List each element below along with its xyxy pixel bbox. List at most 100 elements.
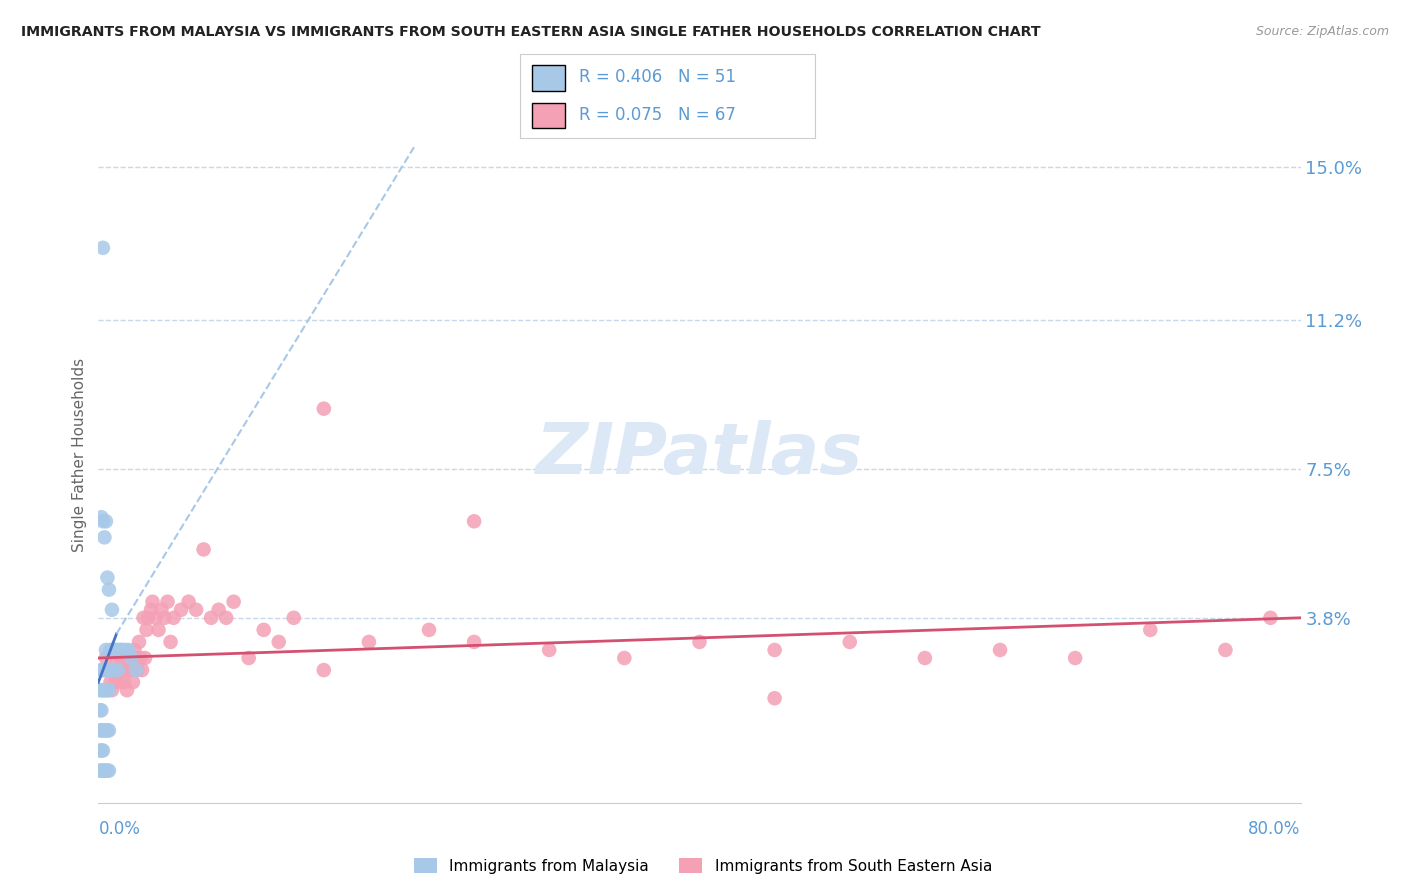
Point [122,675,145,690]
Point [162,611,184,625]
Point [463,514,485,528]
Point [114,643,136,657]
Point [215,611,238,625]
Point [104,643,127,657]
Point [93,683,115,698]
Point [107,663,129,677]
Point [89,764,111,778]
Point [103,663,125,677]
Point [93,723,115,738]
Text: ZIPatlas: ZIPatlas [536,420,863,490]
Point [94,651,117,665]
Point [91,241,114,255]
Point [94,723,117,738]
Point [763,691,786,706]
Point [93,663,115,677]
Point [121,663,143,677]
Point [312,401,335,416]
Legend: Immigrants from Malaysia, Immigrants from South Eastern Asia: Immigrants from Malaysia, Immigrants fro… [408,852,998,880]
Point [101,603,124,617]
Point [89,723,111,738]
Point [94,514,117,528]
Point [132,611,155,625]
Point [103,663,125,677]
Point [90,510,112,524]
Point [108,643,131,657]
Point [135,623,157,637]
Point [283,611,305,625]
Point [103,643,125,657]
Point [136,611,159,625]
Point [100,663,122,677]
Point [184,603,207,617]
Text: R = 0.406   N = 51: R = 0.406 N = 51 [579,69,737,87]
Point [128,635,150,649]
Point [91,723,114,738]
Point [105,651,128,665]
Point [97,582,120,597]
Point [90,764,112,778]
Point [125,651,148,665]
Point [153,611,176,625]
Point [97,723,120,738]
Point [145,611,167,625]
Point [100,675,122,690]
Point [96,683,118,698]
Point [101,643,124,657]
Point [127,663,149,677]
Point [222,595,245,609]
Point [117,663,139,677]
Point [253,623,276,637]
FancyBboxPatch shape [531,103,565,128]
Point [108,675,131,690]
Point [97,764,120,778]
Point [418,623,440,637]
Point [177,595,200,609]
Point [538,643,561,657]
Point [91,514,114,528]
Point [111,643,134,657]
Point [111,663,134,677]
Point [94,643,117,657]
Point [118,651,141,665]
Point [125,663,148,677]
Point [463,635,485,649]
Point [89,703,111,717]
Point [90,743,112,757]
Point [131,663,153,677]
Y-axis label: Single Father Households: Single Father Households [72,358,87,552]
Point [96,764,118,778]
Point [115,683,138,698]
Point [90,683,112,698]
Point [134,651,156,665]
Point [97,663,120,677]
Point [93,764,115,778]
Point [838,635,860,649]
Point [90,723,112,738]
Point [150,603,173,617]
Point [96,723,118,738]
Point [114,651,136,665]
Point [148,623,170,637]
Point [100,643,122,657]
Point [1064,651,1087,665]
Point [208,603,231,617]
Point [1260,611,1282,625]
Point [312,663,335,677]
Point [101,663,124,677]
Point [238,651,260,665]
Point [267,635,290,649]
Point [93,530,115,544]
Point [90,663,112,677]
Point [89,683,111,698]
Point [357,635,380,649]
Point [110,643,132,657]
Point [91,743,114,757]
Point [141,595,163,609]
Point [97,683,120,698]
Point [763,643,786,657]
Point [200,611,222,625]
Text: R = 0.075   N = 67: R = 0.075 N = 67 [579,105,737,123]
Point [121,651,143,665]
Point [159,635,181,649]
